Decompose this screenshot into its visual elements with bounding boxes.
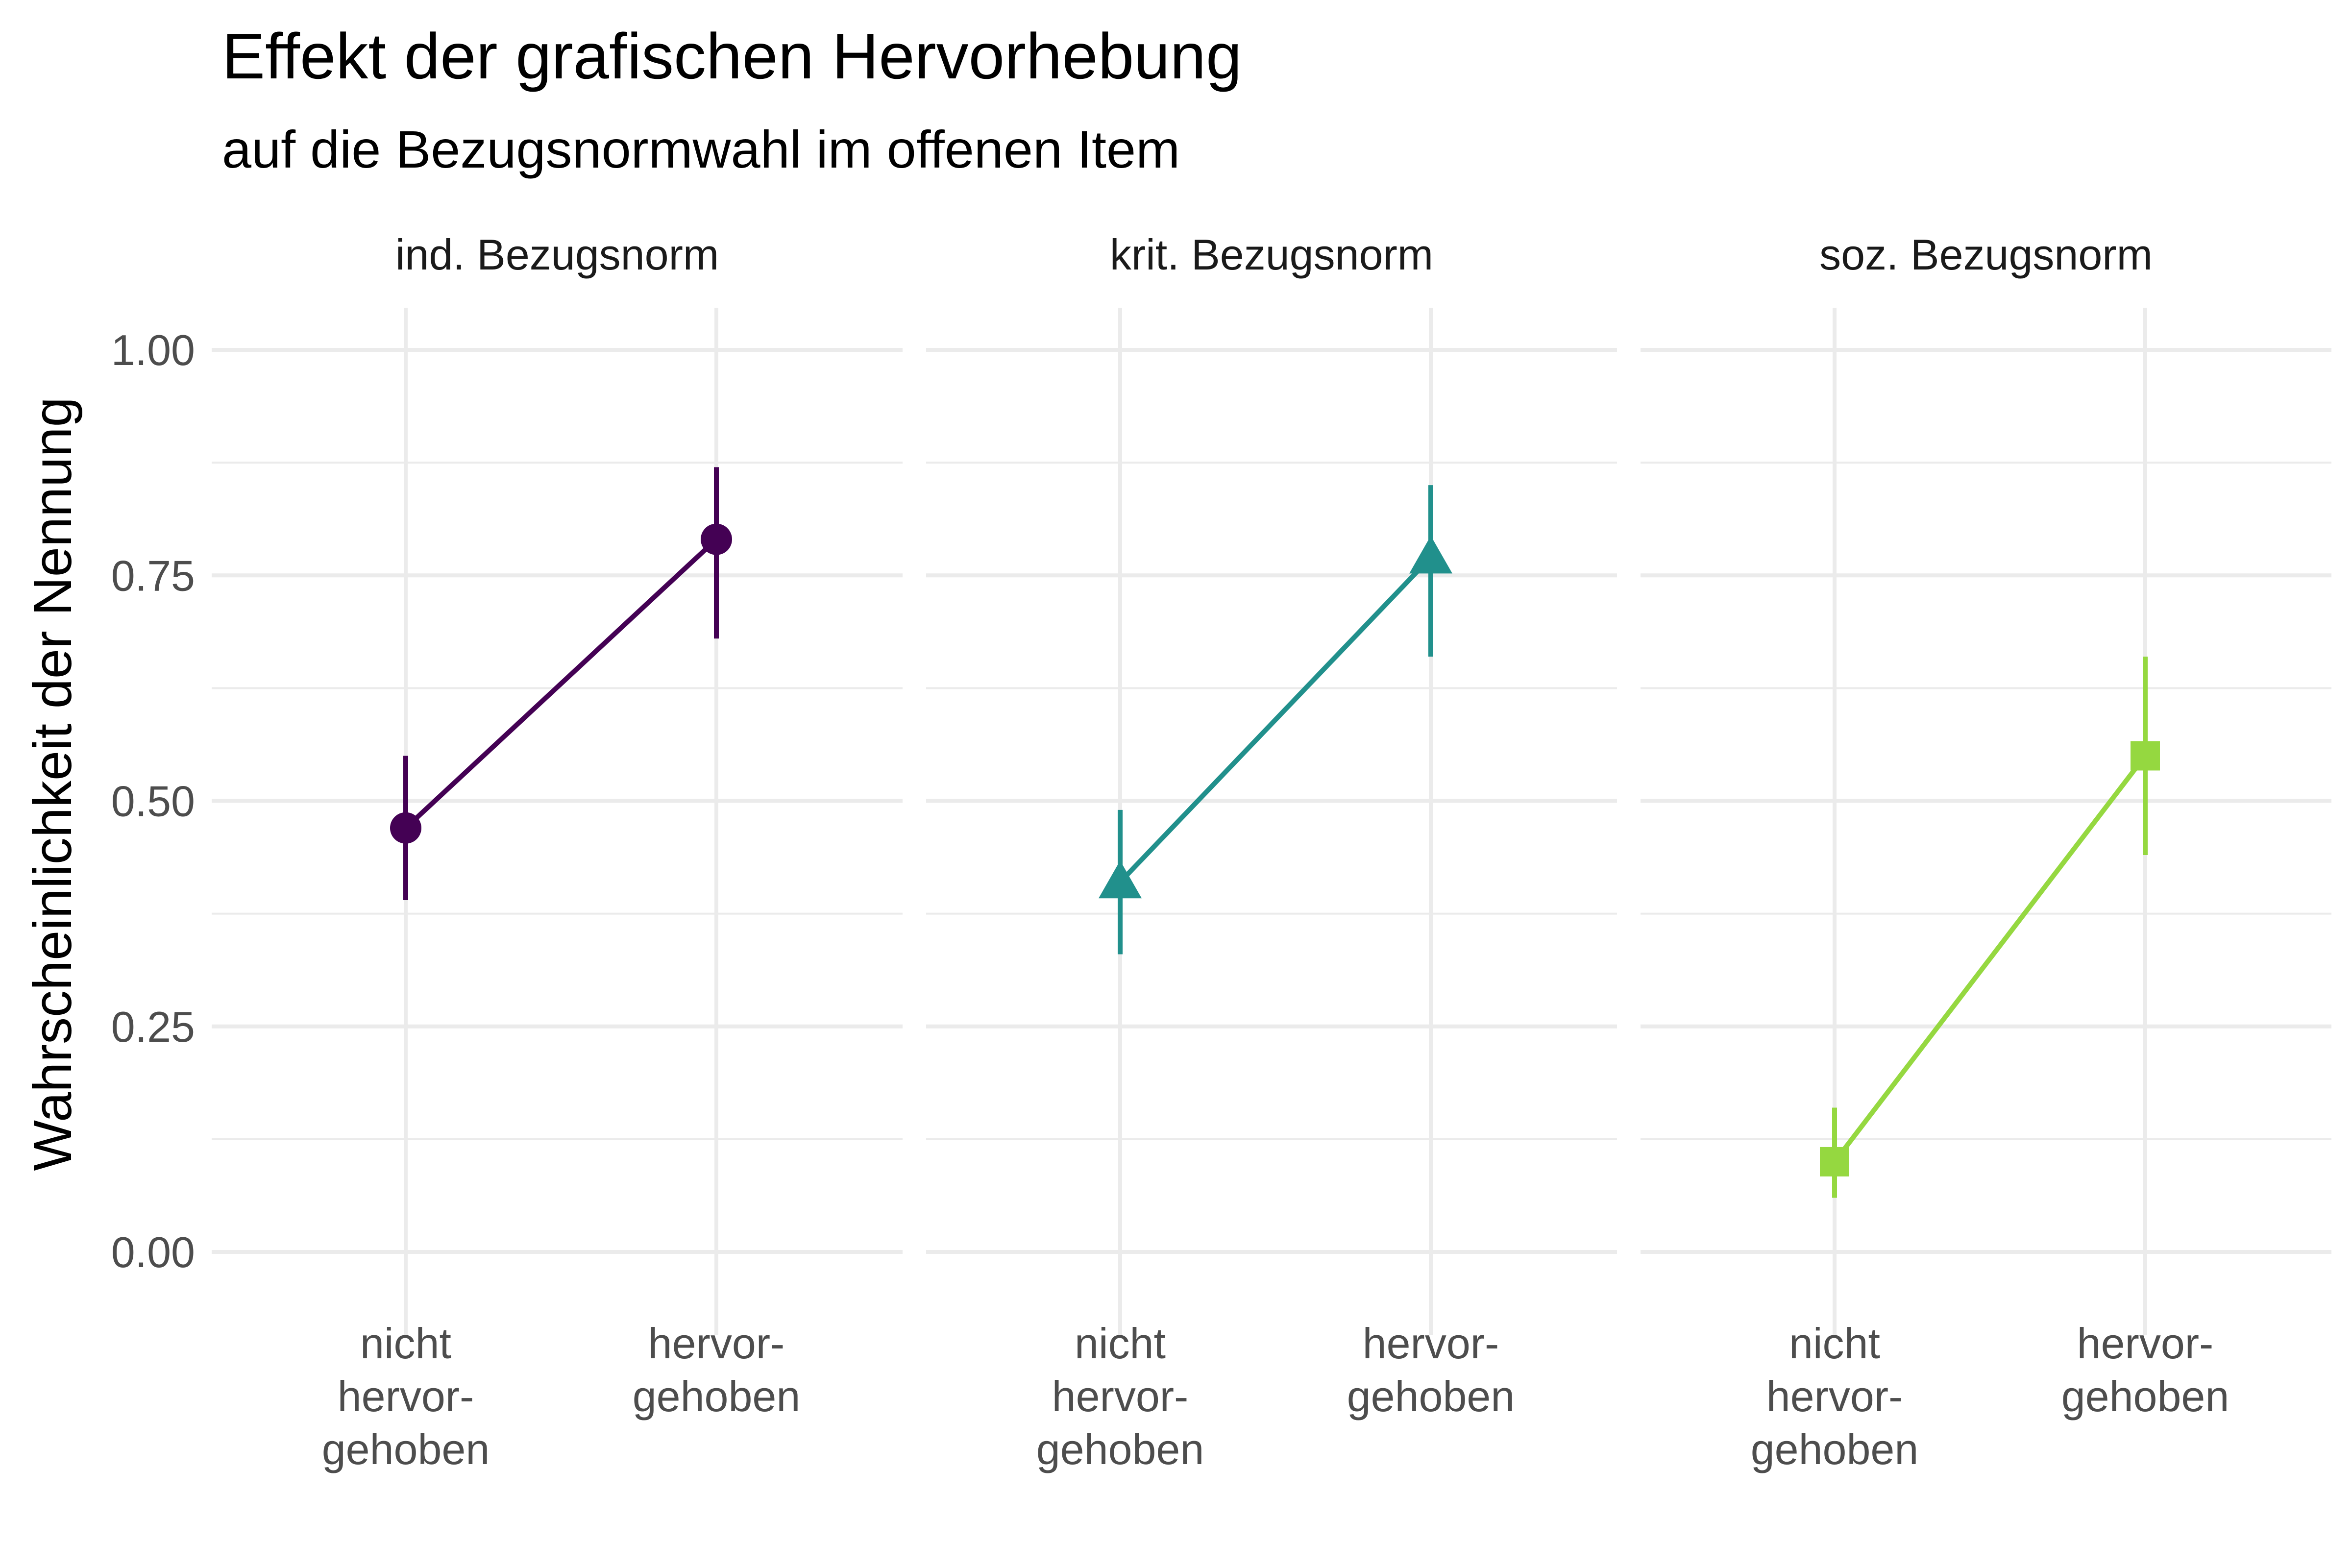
y-tick-label: 0.00 [111,1228,195,1276]
chart-title: Effekt der grafischen Hervorhebung [222,20,1242,92]
series-line [1833,754,2147,1163]
y-axis-label: Wahrscheinlichkeit der Nennung [23,397,83,1171]
x-tick-label: nicht hervor-gehoben [1751,1319,1919,1473]
x-tick-label: hervor-gehoben [2061,1319,2230,1421]
y-tick-label: 0.50 [111,777,195,826]
data-point [1409,536,1452,574]
y-tick-label: 0.75 [111,551,195,600]
data-point [1820,1147,1849,1176]
chart-subtitle: auf die Bezugsnormwahl im offenen Item [222,120,1180,179]
facet-strip-label: krit. Bezugsnorm [1110,230,1433,279]
x-tick-label: hervor-gehoben [633,1319,801,1421]
data-point [1099,860,1142,899]
data-point [701,523,732,555]
y-tick-label: 0.25 [111,1003,195,1051]
series-line [1118,555,1433,884]
facet-strip-label: soz. Bezugsnorm [1819,230,2153,279]
x-tick-label: hervor-gehoben [1347,1319,1515,1421]
y-tick-label: 1.00 [111,326,195,374]
data-point [2131,741,2160,771]
x-tick-label: nicht hervor-gehoben [1036,1319,1204,1473]
facet-strip-label: ind. Bezugsnorm [395,230,719,279]
plot-area: 0.00 0.25 0.50 0.75 1.00 ind. Bezugsnorm nicht… [111,230,2331,1473]
x-tick-label: nicht hervor-gehoben [322,1319,490,1473]
data-point [390,812,421,844]
series-line [404,537,718,830]
